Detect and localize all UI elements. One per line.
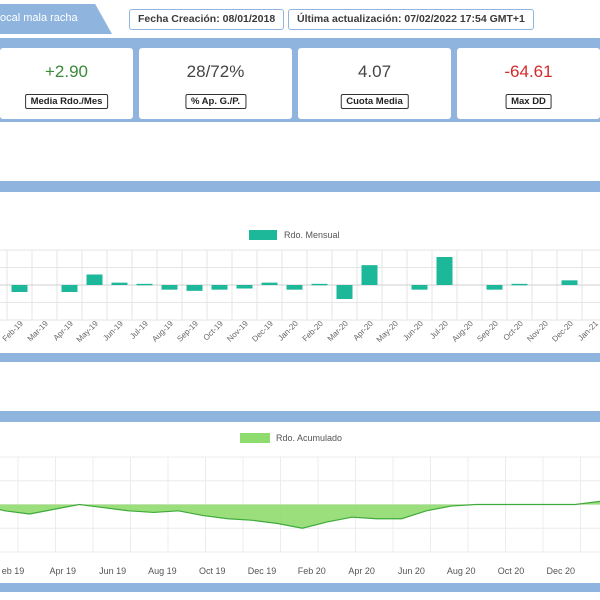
stat-card-monthly-avg: +2.90 Media Rdo./Mes [0,48,133,119]
bars [11,257,578,299]
x-tick-label: Dec 20 [547,566,576,576]
stat-card-max-drawdown: -64.61 Max DD [457,48,600,119]
x-tick-label: Aug-20 [450,319,475,344]
x-tick-label: May-19 [75,319,101,345]
x-tick-label: Oct 19 [199,566,226,576]
x-tick-label: Nov-19 [225,319,250,344]
bar[interactable] [61,285,78,292]
bar[interactable] [11,285,28,292]
bar[interactable] [311,283,328,286]
cumulative-area[interactable] [0,501,600,529]
section-divider [0,411,600,422]
stat-label: % Ap. G./P. [184,94,247,109]
x-tick-label: Jun 20 [398,566,425,576]
x-tick-label: Sep-20 [475,319,500,344]
legend-swatch[interactable] [240,433,270,443]
bar[interactable] [486,285,503,290]
stat-label: Media Rdo./Mes [24,94,109,109]
stat-value: +2.90 [44,62,88,81]
creation-date-box: Fecha Creación: 08/01/2018 [129,9,285,30]
x-tick-label: Oct-19 [202,319,226,343]
bar[interactable] [336,285,353,299]
x-tick-label: Aug 19 [148,566,177,576]
monthly-results-panel: Rdo. Mensual Jan-19Feb-19Mar-19Apr-19May… [0,192,600,353]
cumulative-line[interactable] [0,500,600,529]
x-tick-label: May-20 [375,319,401,345]
x-tick-label: Feb 20 [298,566,326,576]
x-tick-label: eb 19 [2,566,25,576]
bar[interactable] [411,285,428,290]
strategy-title: ocal mala racha [0,12,78,24]
bar[interactable] [86,274,103,286]
x-tick-label: Sep-19 [175,319,200,344]
area [0,500,600,529]
x-tick-label: Jun 19 [99,566,126,576]
x-tick-label: Nov-20 [525,319,550,344]
stat-card-avg-odds: 4.07 Cuota Media [298,48,451,119]
x-tick-label: Dec-20 [550,319,575,344]
cumulative-results-chart: Rdo. Acumulado eb 19 Apr 19 Jun 19 Aug 19 Oc… [0,433,600,576]
bar[interactable] [186,285,203,291]
x-tick-label: Apr 20 [348,566,375,576]
stat-value: -64.61 [504,62,553,81]
x-tick-label: Jan-21 [576,319,600,343]
x-axis-ticks: eb 19 Apr 19 Jun 19 Aug 19 Oct 19 Dec 19 Feb 2… [2,566,576,576]
bar[interactable] [161,285,178,290]
legend-label[interactable]: Rdo. Acumulado [276,433,342,443]
bar[interactable] [286,285,303,290]
x-tick-label: Aug-19 [150,319,175,344]
stat-label: Max DD [505,94,552,109]
x-tick-label: Feb-20 [301,319,326,344]
x-tick-label: Jun-20 [401,319,425,343]
stat-card-win-loss: 28/72% % Ap. G./P. [139,48,292,119]
x-tick-label: Jun-19 [101,319,125,343]
x-axis-ticks: Jan-19Feb-19Mar-19Apr-19May-19Jun-19Jul-… [0,319,600,345]
x-tick-label: Jan-20 [276,319,300,343]
x-tick-label: Apr-20 [352,319,376,343]
section-divider [0,583,600,592]
legend-swatch[interactable] [249,230,277,240]
cumulative-results-panel: Rdo. Acumulado eb 19 Apr 19 Jun 19 Aug 19 Oc… [0,422,600,583]
bar[interactable] [111,282,128,285]
bar[interactable] [511,283,528,286]
section-divider [0,181,600,192]
x-tick-label: Oct 20 [498,566,525,576]
last-update-box: Última actualización: 07/02/2022 17:54 G… [288,9,534,30]
x-tick-label: Aug 20 [447,566,476,576]
bar[interactable] [211,285,228,290]
monthly-results-chart: Rdo. Mensual Jan-19Feb-19Mar-19Apr-19May… [0,230,600,345]
stat-value: 4.07 [357,62,392,81]
section-divider [0,353,600,362]
legend-label[interactable]: Rdo. Mensual [284,230,340,240]
bar[interactable] [361,265,378,285]
bar[interactable] [136,283,153,286]
x-tick-label: Mar-19 [26,319,51,344]
x-tick-label: Apr-19 [52,319,76,343]
x-tick-label: Mar-20 [326,319,351,344]
bar[interactable] [261,282,278,285]
x-tick-label: Oct-20 [502,319,526,343]
x-tick-label: Jul-20 [428,319,450,341]
stat-label: Cuota Media [340,94,409,109]
bar[interactable] [561,280,578,285]
x-tick-label: Feb-19 [1,319,26,344]
bar[interactable] [436,257,453,285]
stat-value: 28/72% [186,62,245,81]
x-tick-label: Apr 19 [50,566,77,576]
x-tick-label: Jul-19 [128,319,150,341]
x-tick-label: Dec-19 [250,319,275,344]
strategy-title-tab: ocal mala racha [0,4,112,34]
bar[interactable] [236,285,253,289]
x-tick-label: Dec 19 [248,566,277,576]
